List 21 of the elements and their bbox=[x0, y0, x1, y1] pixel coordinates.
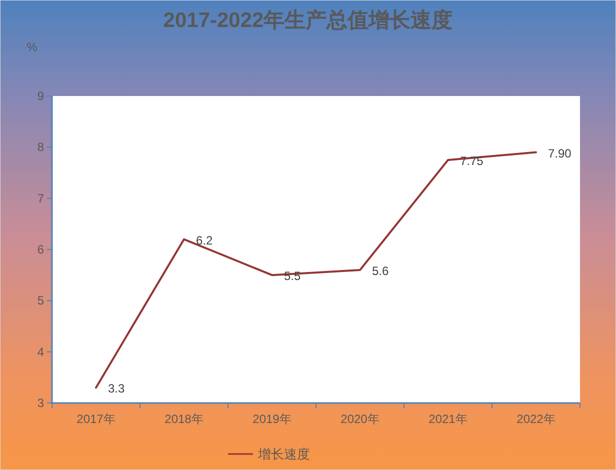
x-tick-label: 2018年 bbox=[164, 412, 204, 426]
data-label: 7.90 bbox=[548, 146, 572, 160]
y-tick-label: 7 bbox=[37, 191, 44, 206]
y-tick-label: 4 bbox=[37, 344, 44, 359]
y-tick-label: 9 bbox=[37, 89, 44, 103]
data-label: 5.6 bbox=[372, 264, 390, 278]
legend-label: 增长速度 bbox=[257, 446, 310, 462]
x-tick-label: 2021年 bbox=[428, 412, 468, 426]
y-tick-label: 8 bbox=[37, 140, 44, 154]
y-tick-label: 5 bbox=[37, 294, 44, 308]
title: 2017-2022年生产总值增长速度 bbox=[163, 9, 453, 32]
x-tick-label: 2019年 bbox=[252, 412, 292, 426]
x-tick-label: 2022年 bbox=[516, 412, 556, 426]
data-label: 6.2 bbox=[196, 233, 214, 248]
data-label: 7.75 bbox=[460, 154, 484, 168]
x-tick-label: 2017年 bbox=[76, 412, 116, 426]
x-tick-label: 2020年 bbox=[340, 412, 380, 426]
data-label: 3.3 bbox=[108, 382, 126, 396]
ylabel: % bbox=[26, 40, 38, 54]
y-tick-label: 3 bbox=[37, 396, 44, 410]
y-tick-label: 6 bbox=[37, 242, 44, 256]
